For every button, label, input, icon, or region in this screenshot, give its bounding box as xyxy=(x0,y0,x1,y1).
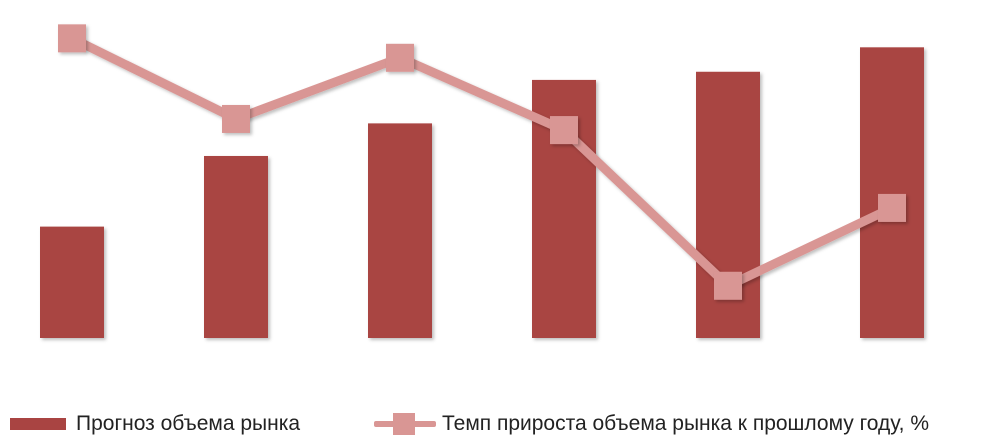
bar-6 xyxy=(860,47,924,339)
line-path xyxy=(70,34,894,291)
line-marker-5 xyxy=(714,271,742,300)
legend: Прогноз объема рынка Темп прироста объем… xyxy=(0,412,992,442)
legend-line-swatch xyxy=(374,412,436,436)
line-marker-4 xyxy=(550,116,578,145)
bar-3 xyxy=(368,123,432,338)
bar-2 xyxy=(204,155,268,338)
legend-bar-swatch xyxy=(10,418,66,430)
line-marker-2 xyxy=(222,104,250,133)
legend-item-line: Темп прироста объема рынка к прошлому го… xyxy=(374,412,929,436)
legend-label-line: Темп прироста объема рынка к прошлому го… xyxy=(442,412,929,435)
bar-1 xyxy=(40,226,104,338)
legend-label-bars: Прогноз объема рынка xyxy=(76,412,301,435)
line-series xyxy=(58,24,906,300)
line-marker-3 xyxy=(386,43,414,72)
line-marker-6 xyxy=(878,193,906,222)
legend-item-bars: Прогноз объема рынка xyxy=(10,412,300,436)
line-marker-1 xyxy=(58,24,86,53)
combo-chart xyxy=(40,24,924,339)
